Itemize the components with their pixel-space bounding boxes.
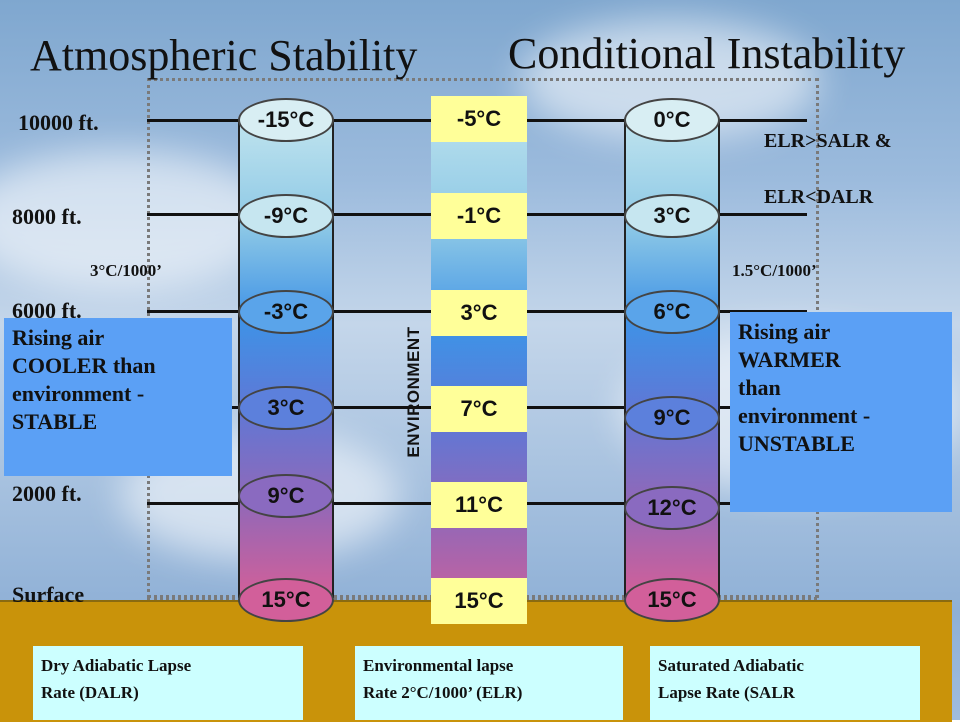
caption-line: Lapse Rate (SALR — [658, 683, 795, 702]
env-temp: 3°C — [431, 290, 527, 336]
callout-line: WARMER — [738, 347, 841, 372]
caption-line: Rate 2°C/1000’ (ELR) — [363, 683, 523, 702]
dalr-temp: -9°C — [238, 194, 334, 238]
callout-line: than — [738, 375, 781, 400]
dalr-caption: Dry Adiabatic Lapse Rate (DALR) — [33, 646, 303, 720]
env-temp: -1°C — [431, 193, 527, 239]
altitude-label: 2000 ft. — [12, 481, 82, 506]
env-temp: 11°C — [431, 482, 527, 528]
altitude-label: Surface — [12, 582, 85, 607]
callout-line: Rising air — [738, 319, 831, 344]
altitude-label: 8000 ft. — [12, 204, 82, 229]
unstable-callout: Rising air WARMER than environment - UNS… — [730, 312, 952, 512]
salr-temp: 12°C — [624, 486, 720, 530]
condition-text: ELR<DALR — [764, 186, 874, 208]
cloud — [0, 150, 280, 290]
dalr-temp: -15°C — [238, 98, 334, 142]
caption-line: Saturated Adiabatic — [658, 656, 804, 675]
callout-line: STABLE — [12, 409, 98, 434]
page-subtitle: Conditional Instability — [508, 29, 906, 78]
environment-label: ENVIRONMENT — [404, 326, 423, 458]
dalr-rate-label: 3°C/1000’ — [90, 261, 162, 280]
dalr-temp: 3°C — [238, 386, 334, 430]
caption-line: Rate (DALR) — [41, 683, 139, 702]
stable-callout: Rising air COOLER than environment - STA… — [4, 318, 232, 476]
callout-line: environment - — [12, 381, 145, 406]
dalr-temp: -3°C — [238, 290, 334, 334]
callout-line: UNSTABLE — [738, 431, 855, 456]
callout-line: environment - — [738, 403, 871, 428]
salr-temp: 9°C — [624, 396, 720, 440]
condition-text: ELR>SALR & — [764, 130, 892, 152]
caption-line: Dry Adiabatic Lapse — [41, 656, 192, 675]
env-temp: -5°C — [431, 96, 527, 142]
env-temp: 7°C — [431, 386, 527, 432]
dalr-column — [238, 120, 334, 598]
salr-temp: 15°C — [624, 578, 720, 622]
salr-temp: 3°C — [624, 194, 720, 238]
caption-line: Environmental lapse — [363, 656, 514, 675]
environment-column — [431, 96, 527, 622]
page-title: Atmospheric Stability — [30, 31, 418, 80]
salr-caption: Saturated Adiabatic Lapse Rate (SALR — [650, 646, 920, 720]
dalr-temp: 15°C — [238, 578, 334, 622]
altitude-label: 10000 ft. — [18, 110, 99, 135]
elr-caption: Environmental lapse Rate 2°C/1000’ (ELR) — [355, 646, 623, 720]
dalr-temp: 9°C — [238, 474, 334, 518]
salr-temp: 6°C — [624, 290, 720, 334]
callout-line: Rising air — [12, 325, 105, 350]
env-temp: 15°C — [431, 578, 527, 624]
callout-line: COOLER than — [12, 353, 156, 378]
salr-rate-label: 1.5°C/1000’ — [732, 261, 817, 280]
salr-temp: 0°C — [624, 98, 720, 142]
